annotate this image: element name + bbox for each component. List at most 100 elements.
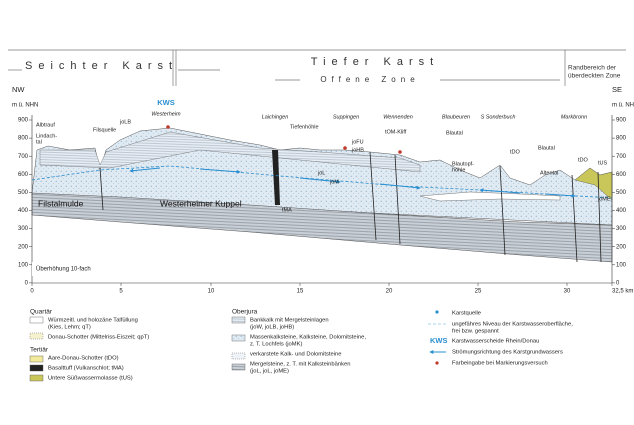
place-label: tMA [282, 207, 292, 213]
place-label: joHB [351, 147, 364, 153]
place-label: joME [597, 196, 611, 202]
header-offene: Offene Zone [320, 75, 419, 84]
tracer-markers [166, 125, 402, 154]
legend-text: Karstquelle [452, 311, 481, 317]
cross-section [31, 115, 613, 284]
y-tick-label: 500 [18, 190, 29, 196]
flow-arrows [129, 167, 576, 198]
place-label: Westerheim [151, 111, 181, 117]
place-label: Blaubeuren [442, 114, 470, 120]
place-label: tal [36, 139, 42, 145]
place-label: höhle [452, 167, 465, 173]
direction-right: SE [612, 85, 622, 94]
direction-left: NW [12, 85, 25, 94]
header-randbereich: überdeckten Zone [568, 73, 621, 80]
header-frame [8, 49, 626, 86]
y-tick-label: 100 [616, 262, 627, 268]
header-randbereich: Randbereich der [568, 65, 617, 72]
y-tick-label: 400 [616, 208, 627, 214]
exaggeration: Überhöhung 10-fach [36, 266, 91, 273]
vulkanschlot [272, 150, 280, 205]
legend-text: Karstwasserscheide Rhein/Donau [452, 339, 539, 345]
bankkalk [39, 131, 421, 173]
y-tick-label: 600 [18, 172, 29, 178]
x-tick-label: 32,5 km [612, 289, 633, 295]
place-label: Markbronn [561, 114, 587, 120]
place-label: KWS [157, 98, 175, 107]
legend-text: verkarstete Kalk- und Dolomitsteine [250, 352, 342, 358]
legend-heading: Tertiär [30, 347, 49, 354]
legend-text: Würmzeitl. und holozäne Talfüllung [48, 318, 138, 324]
y-tick-label: 200 [18, 244, 29, 250]
place-label: Altental [540, 170, 558, 176]
y-tick-label: 500 [616, 190, 627, 196]
place-label: joL [317, 170, 325, 176]
y-tick-label: 800 [616, 136, 627, 142]
legend-text: (Kies, Lehm; qT) [48, 325, 91, 331]
structure-label: Filstalmulde [38, 198, 84, 208]
place-label: Lindach- [36, 133, 57, 139]
place-label: Filsquelle [93, 127, 116, 133]
place-label: tUS [598, 160, 608, 166]
header-seichter: Seichter Karst [25, 60, 178, 72]
y-tick-label: 400 [18, 208, 29, 214]
header-tiefer: Tiefer Karst [311, 56, 439, 68]
x-tick-label: 5 [119, 289, 123, 295]
y-tick-label: 0 [616, 280, 620, 286]
y-tick-label: 300 [616, 226, 627, 232]
place-label: S Sonderbuch [481, 114, 516, 120]
y-tick-label: 600 [616, 172, 627, 178]
legend-text: Aare-Donau-Schotter (tDO) [48, 356, 119, 362]
y-tick-label: 900 [616, 118, 627, 124]
y-tick-label: 200 [616, 244, 627, 250]
faults [99, 151, 602, 263]
place-label: Laichingen [262, 114, 289, 120]
structure-label: Westerheimer Kuppel [160, 198, 242, 208]
x-tick-label: 15 [297, 289, 304, 295]
y-tick-label: 700 [616, 154, 627, 160]
y-tick-label: 100 [18, 262, 29, 268]
x-tick-label: 25 [475, 289, 482, 295]
legend-text: Donau-Schotter (Mittelriss-Eiszeit; qpT) [48, 335, 149, 341]
legend-text: z. T. Lochfels (joMK) [250, 342, 302, 348]
legend-text: Bankkalk mit Mergelsteinlagen [250, 318, 329, 324]
place-label: Tiefenhöhle [290, 124, 319, 130]
x-tick-label: 20 [386, 289, 393, 295]
legend-heading: Oberjura [232, 309, 258, 316]
legend-text: KWS [430, 336, 448, 345]
talfuellung [419, 191, 561, 202]
x-tick-label: 0 [30, 289, 34, 295]
place-label: Blautopf- [452, 161, 474, 167]
legend-text: (joW, joLB, joHB) [250, 325, 294, 331]
exaggeration-box [32, 262, 104, 276]
legend-text: ungefähres Niveau der Karstwasseroberflä… [452, 322, 573, 328]
y-tick-label: 700 [18, 154, 29, 160]
place-label: Suppingen [333, 114, 359, 120]
place-label: joFU [351, 139, 364, 145]
y-tick-label: 0 [25, 280, 29, 286]
y-unit-left: m ü. NHN [12, 103, 38, 109]
place-label: tOM-Kliff [385, 129, 407, 135]
y-unit-right: m ü. NHN [612, 103, 634, 109]
x-tick-label: 10 [208, 289, 215, 295]
place-label: tDO [510, 149, 521, 155]
legend-heading: Quartär [30, 309, 53, 316]
legend-text: Untere Süßwassermolasse (tUS) [48, 376, 133, 382]
place-label: Albtrauf [36, 122, 55, 128]
place-label: Wennenden [383, 114, 413, 120]
place-label: Blautal [446, 130, 463, 136]
y-tick-label: 300 [18, 226, 29, 232]
legend-text: Mergelsteine, z. T. mit Kalksteinbänken [250, 362, 350, 368]
place-label: joLB [119, 119, 131, 125]
legend-swatches [29, 310, 446, 382]
place-label: tDO [578, 157, 589, 163]
legend-text: Farbeingabe bei Markierungsversuch [452, 361, 548, 367]
place-label: Blautal [538, 145, 555, 151]
legend-text: Massenkalksteine, Kalksteine, Dolomitste… [250, 335, 366, 341]
legend-text: frei bzw. gespannt [452, 329, 499, 335]
legend-text: Strömungsrichtung des Karstgrundwassers [452, 350, 563, 356]
y-tick-label: 900 [18, 118, 29, 124]
